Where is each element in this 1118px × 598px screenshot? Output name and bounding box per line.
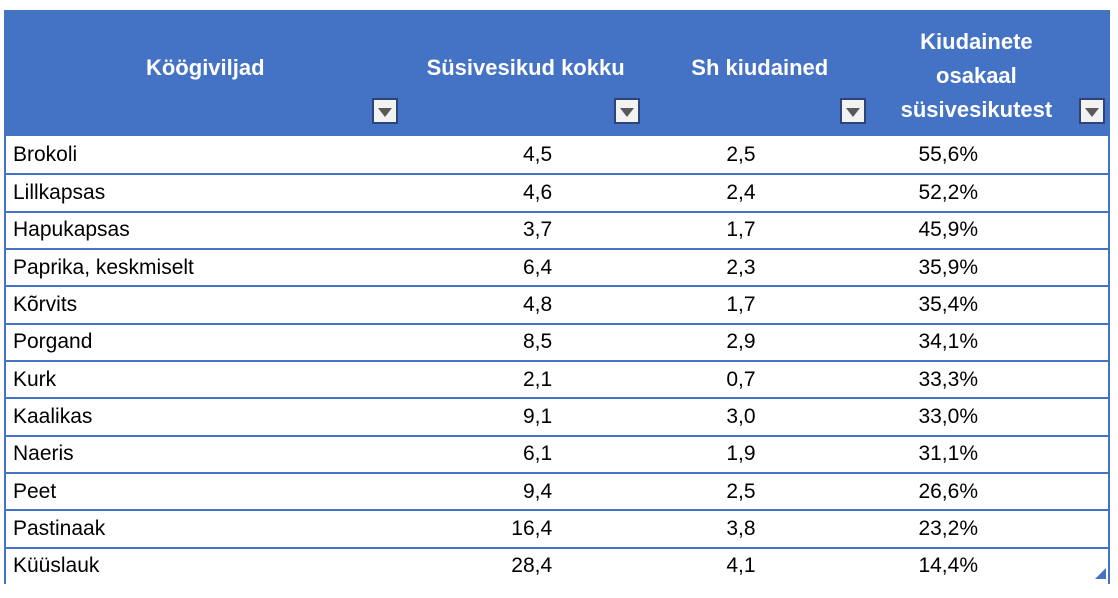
cell-fiber-share[interactable]: 33,3%	[918, 367, 978, 391]
header-line-1: Kiudainete	[920, 29, 1033, 54]
cell-vegetable[interactable]: Paprika, keskmiselt	[13, 255, 194, 279]
cell-fiber[interactable]: 2,9	[726, 330, 756, 354]
filter-button-sh-kiudained[interactable]	[839, 98, 866, 124]
table-row: Paprika, keskmiselt 6,4 2,3 35,9%	[6, 247, 1108, 286]
cell-fiber[interactable]: 0,7	[726, 367, 756, 391]
table-row: Naeris 6,1 1,9 31,1%	[6, 434, 1108, 472]
data-table: Köögiviljad Süsivesikud kokku Sh kiudain…	[4, 10, 1110, 584]
cell-carbs-total[interactable]: 9,4	[522, 479, 553, 503]
cell-vegetable[interactable]: Porgand	[13, 330, 93, 354]
cell-vegetable[interactable]: Kurk	[13, 367, 57, 391]
column-header-susivesikud-kokku[interactable]: Süsivesikud kokku	[405, 10, 647, 136]
cell-fiber-share[interactable]: 35,9%	[918, 255, 978, 279]
cell-fiber[interactable]: 3,8	[726, 516, 756, 540]
cell-carbs-total[interactable]: 4,6	[522, 180, 553, 204]
cell-fiber-share[interactable]: 31,1%	[918, 442, 978, 466]
cell-fiber-share[interactable]: 33,0%	[918, 404, 978, 428]
table-row: Pastinaak 16,4 3,8 23,2%	[6, 509, 1108, 547]
cell-carbs-total[interactable]: 6,4	[522, 255, 553, 279]
table-row: Brokoli 4,5 2,5 55,6%	[6, 136, 1108, 174]
cell-vegetable[interactable]: Naeris	[13, 442, 74, 466]
cell-carbs-total[interactable]: 28,4	[511, 554, 553, 578]
cell-fiber-share[interactable]: 23,2%	[918, 516, 978, 540]
column-header-label: Sh kiudained	[691, 55, 829, 80]
table-body: Brokoli 4,5 2,5 55,6% Lillkapsas 4,6 2,4…	[6, 136, 1108, 584]
table-row: Küüslauk 28,4 4,1 14,4%	[6, 546, 1108, 584]
cell-vegetable[interactable]: Pastinaak	[13, 516, 106, 540]
column-header-label: Köögiviljad	[145, 55, 265, 80]
cell-fiber[interactable]: 2,5	[726, 142, 756, 166]
cell-fiber[interactable]: 1,9	[726, 442, 756, 466]
cell-vegetable[interactable]: Kaalikas	[13, 404, 93, 428]
cell-fiber-share[interactable]: 14,4%	[918, 554, 978, 578]
column-header-koogiviljad[interactable]: Köögiviljad	[6, 10, 405, 136]
cell-vegetable[interactable]: Hapukapsas	[13, 218, 130, 242]
header-line-2: osakaal	[936, 63, 1017, 88]
chevron-down-icon	[619, 107, 634, 117]
chevron-down-icon	[377, 107, 392, 117]
cell-fiber[interactable]: 2,3	[726, 255, 756, 279]
cell-fiber[interactable]: 1,7	[726, 218, 756, 242]
cell-fiber[interactable]: 2,5	[726, 479, 756, 503]
cell-fiber[interactable]: 3,0	[726, 404, 756, 428]
column-header-sh-kiudained[interactable]: Sh kiudained	[647, 10, 873, 136]
cell-carbs-total[interactable]: 9,1	[522, 404, 553, 428]
cell-fiber-share[interactable]: 45,9%	[918, 218, 978, 242]
table-row: Peet 9,4 2,5 26,6%	[6, 471, 1108, 510]
cell-carbs-total[interactable]: 16,4	[511, 516, 553, 540]
table-resize-handle[interactable]	[1095, 568, 1106, 579]
chevron-down-icon	[1084, 107, 1099, 117]
table-row: Kurk 2,1 0,7 33,3%	[6, 359, 1108, 398]
chevron-down-icon	[845, 107, 860, 117]
column-header-label: Kiudainete osakaal süsivesikutest	[873, 10, 1108, 127]
cell-fiber[interactable]: 2,4	[726, 180, 756, 204]
table-row: Lillkapsas 4,6 2,4 52,2%	[6, 173, 1108, 211]
filter-button-kiudainete-osakaal[interactable]	[1078, 98, 1105, 124]
table-row: Porgand 8,5 2,9 34,1%	[6, 322, 1108, 360]
cell-carbs-total[interactable]: 2,1	[522, 367, 553, 391]
cell-vegetable[interactable]: Küüslauk	[13, 554, 100, 578]
cell-fiber[interactable]: 1,7	[726, 292, 756, 316]
cell-fiber-share[interactable]: 35,4%	[918, 292, 978, 316]
table-row: Kaalikas 9,1 3,0 33,0%	[6, 397, 1108, 435]
cell-carbs-total[interactable]: 8,5	[522, 330, 553, 354]
cell-carbs-total[interactable]: 4,5	[522, 142, 553, 166]
cell-fiber-share[interactable]: 26,6%	[918, 479, 978, 503]
cell-fiber[interactable]: 4,1	[726, 554, 756, 578]
column-header-kiudainete-osakaal[interactable]: Kiudainete osakaal süsivesikutest	[873, 10, 1108, 136]
table-row: Hapukapsas 3,7 1,7 45,9%	[6, 210, 1108, 248]
table-header-row: Köögiviljad Süsivesikud kokku Sh kiudain…	[6, 10, 1108, 136]
filter-button-susivesikud-kokku[interactable]	[613, 98, 640, 124]
cell-fiber-share[interactable]: 34,1%	[918, 330, 978, 354]
cell-carbs-total[interactable]: 6,1	[522, 442, 553, 466]
cell-carbs-total[interactable]: 3,7	[522, 218, 553, 242]
cell-fiber-share[interactable]: 52,2%	[918, 180, 978, 204]
cell-fiber-share[interactable]: 55,6%	[918, 142, 978, 166]
column-header-label: Süsivesikud kokku	[426, 55, 625, 80]
header-line-3: süsivesikutest	[900, 97, 1053, 122]
table-row: Kõrvits 4,8 1,7 35,4%	[6, 285, 1108, 323]
cell-vegetable[interactable]: Peet	[13, 479, 57, 503]
cell-carbs-total[interactable]: 4,8	[522, 292, 553, 316]
cell-vegetable[interactable]: Kõrvits	[13, 292, 78, 316]
cell-vegetable[interactable]: Brokoli	[13, 142, 78, 166]
filter-button-koogiviljad[interactable]	[371, 98, 398, 124]
cell-vegetable[interactable]: Lillkapsas	[13, 180, 106, 204]
